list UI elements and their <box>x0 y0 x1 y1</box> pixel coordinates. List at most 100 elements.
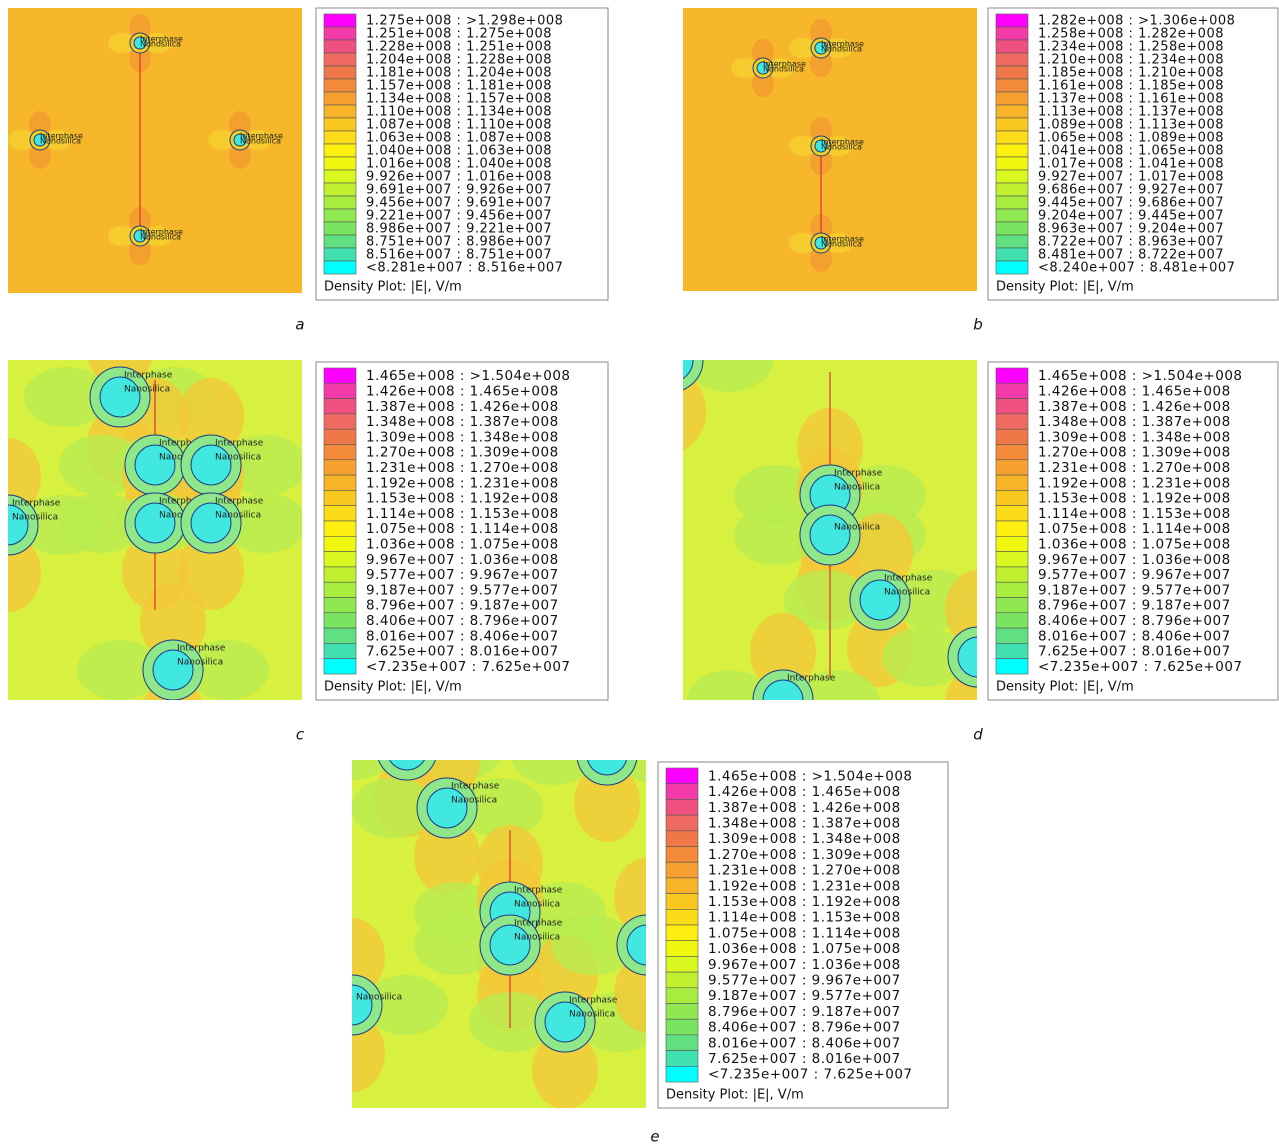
field-lobe <box>731 58 759 78</box>
legend-entry: 1.465e+008 : >1.504e+008 <box>1038 368 1243 384</box>
nanosilica-core <box>33 133 47 147</box>
legend-entry: 1.348e+008 : 1.387e+008 <box>1038 414 1231 430</box>
legend-swatch <box>995 581 1029 598</box>
legend-swatch <box>323 143 357 158</box>
field-lobe <box>825 38 853 58</box>
field-plot: Interphase Nanosilica Interphase Nanosilica… <box>8 360 302 700</box>
legend-swatch <box>323 612 357 629</box>
field-lobe <box>734 505 818 565</box>
legend-entry: 8.751e+007 : 8.986e+007 <box>366 235 552 250</box>
legend-entry: <8.240e+007 : 8.481e+007 <box>1038 261 1235 276</box>
legend-swatch <box>323 195 357 210</box>
legend-entry: 1.270e+008 : 1.309e+008 <box>366 445 559 461</box>
legend-swatch <box>323 182 357 197</box>
legend-entry: 1.348e+008 : 1.387e+008 <box>708 815 901 831</box>
field-lobe <box>795 670 879 700</box>
legend-title: Density Plot: |E|, V/m <box>666 1088 804 1103</box>
legend-entry: 1.228e+008 : 1.251e+008 <box>366 40 552 55</box>
field-lobe <box>683 360 774 392</box>
legend-swatch <box>665 1066 699 1083</box>
legend-swatch <box>995 428 1029 445</box>
legend-entry: 9.927e+007 : 1.017e+008 <box>1038 170 1224 185</box>
legend-swatch <box>665 1034 699 1051</box>
legend-entry: 8.406e+007 : 8.796e+007 <box>1038 613 1231 629</box>
legend-swatch <box>995 247 1029 262</box>
nanosilica-label: Nanosilica <box>821 45 862 54</box>
field-lobe <box>810 117 832 143</box>
field-lobe <box>752 71 774 97</box>
field-lobe <box>144 33 172 53</box>
legend-entry: 9.967e+007 : 1.036e+008 <box>1038 552 1231 568</box>
field-lobe <box>574 764 640 842</box>
legend-entry: 1.465e+008 : >1.504e+008 <box>708 768 913 784</box>
field-lobe <box>229 111 251 137</box>
field-lobe <box>532 1031 598 1108</box>
legend-entry: 1.153e+008 : 1.192e+008 <box>708 894 901 910</box>
legend-frame <box>315 7 609 301</box>
nanosilica-label: Nanosilica <box>514 933 560 943</box>
legend-swatch <box>995 52 1029 67</box>
nanosilica-core <box>626 924 646 966</box>
legend-swatch <box>323 490 357 506</box>
legend-entry: 1.110e+008 : 1.134e+008 <box>366 105 552 120</box>
legend-entry: 1.017e+008 : 1.041e+008 <box>1038 157 1224 172</box>
legend-entry: 7.625e+007 : 8.016e+007 <box>366 644 559 660</box>
field-lobe <box>29 143 51 169</box>
legend-frame <box>657 761 949 1109</box>
nanosilica-core <box>133 229 147 243</box>
legend-swatch <box>995 91 1029 106</box>
legend-entry: 8.481e+007 : 8.722e+007 <box>1038 248 1224 263</box>
legend-swatch <box>995 260 1029 275</box>
legend-swatch <box>323 247 357 262</box>
field-lobe <box>551 915 635 975</box>
legend-swatch <box>995 597 1029 614</box>
nanosilica-label: Nanosilica <box>215 453 261 463</box>
interphase-ring <box>378 760 436 781</box>
interphase-label: Interphase <box>787 674 836 684</box>
legend-swatch <box>995 658 1029 675</box>
field-lobe <box>882 627 966 687</box>
legend-swatch <box>995 117 1029 132</box>
legend-entry: 8.722e+007 : 8.963e+007 <box>1038 235 1224 250</box>
nanosilica-label: Nanosilica <box>356 993 402 1003</box>
interphase-label: Interphase <box>140 228 183 237</box>
legend-entry: 1.204e+008 : 1.228e+008 <box>366 53 552 68</box>
legend-swatch <box>323 643 357 660</box>
interphase-label: Interphase <box>451 782 500 792</box>
legend-swatch <box>323 413 357 430</box>
legend-entry: 1.309e+008 : 1.348e+008 <box>708 831 901 847</box>
field-lobe <box>810 246 832 272</box>
field-lobe <box>469 992 553 1052</box>
field-lobe <box>77 640 161 700</box>
field-lobe <box>108 33 136 53</box>
nanosilica-label: Nanosilica <box>763 65 804 74</box>
legend-swatch <box>323 428 357 445</box>
field-lobe <box>178 532 244 610</box>
legend-swatch <box>323 130 357 145</box>
interphase-label: Interphase <box>159 497 208 507</box>
legend-entry: <7.235e+007 : 7.625e+007 <box>366 659 571 675</box>
legend-swatch <box>323 234 357 249</box>
field-lobe <box>256 975 340 1035</box>
legend-entry: 1.348e+008 : 1.387e+008 <box>366 414 559 430</box>
interphase-label: Interphase <box>514 919 563 929</box>
nanosilica-label: Nanosilica <box>834 483 880 493</box>
field-plot: Interphase Nanosilica Nanosilica Interphase… <box>256 760 646 1108</box>
legend-swatch <box>995 367 1029 384</box>
nanosilica-core <box>683 360 694 380</box>
legend-swatch <box>323 260 357 275</box>
legend-swatch <box>323 26 357 41</box>
field-lobe <box>414 817 480 895</box>
panel-label: e <box>650 1128 659 1146</box>
legend-swatch <box>995 643 1029 660</box>
legend-swatch <box>323 566 357 583</box>
field-lobe <box>140 583 206 661</box>
interphase-label: Interphase <box>763 60 806 69</box>
interphase-ring <box>576 760 638 786</box>
legend-swatch <box>995 39 1029 54</box>
nanosilica-core <box>426 787 468 829</box>
legend-entry: 9.577e+007 : 9.967e+007 <box>1038 567 1231 583</box>
panel-label: d <box>973 726 983 744</box>
field-plot: Nanosilica Interphase Nanosilica Nanosilica… <box>683 360 977 700</box>
nanosilica-core <box>814 236 828 250</box>
